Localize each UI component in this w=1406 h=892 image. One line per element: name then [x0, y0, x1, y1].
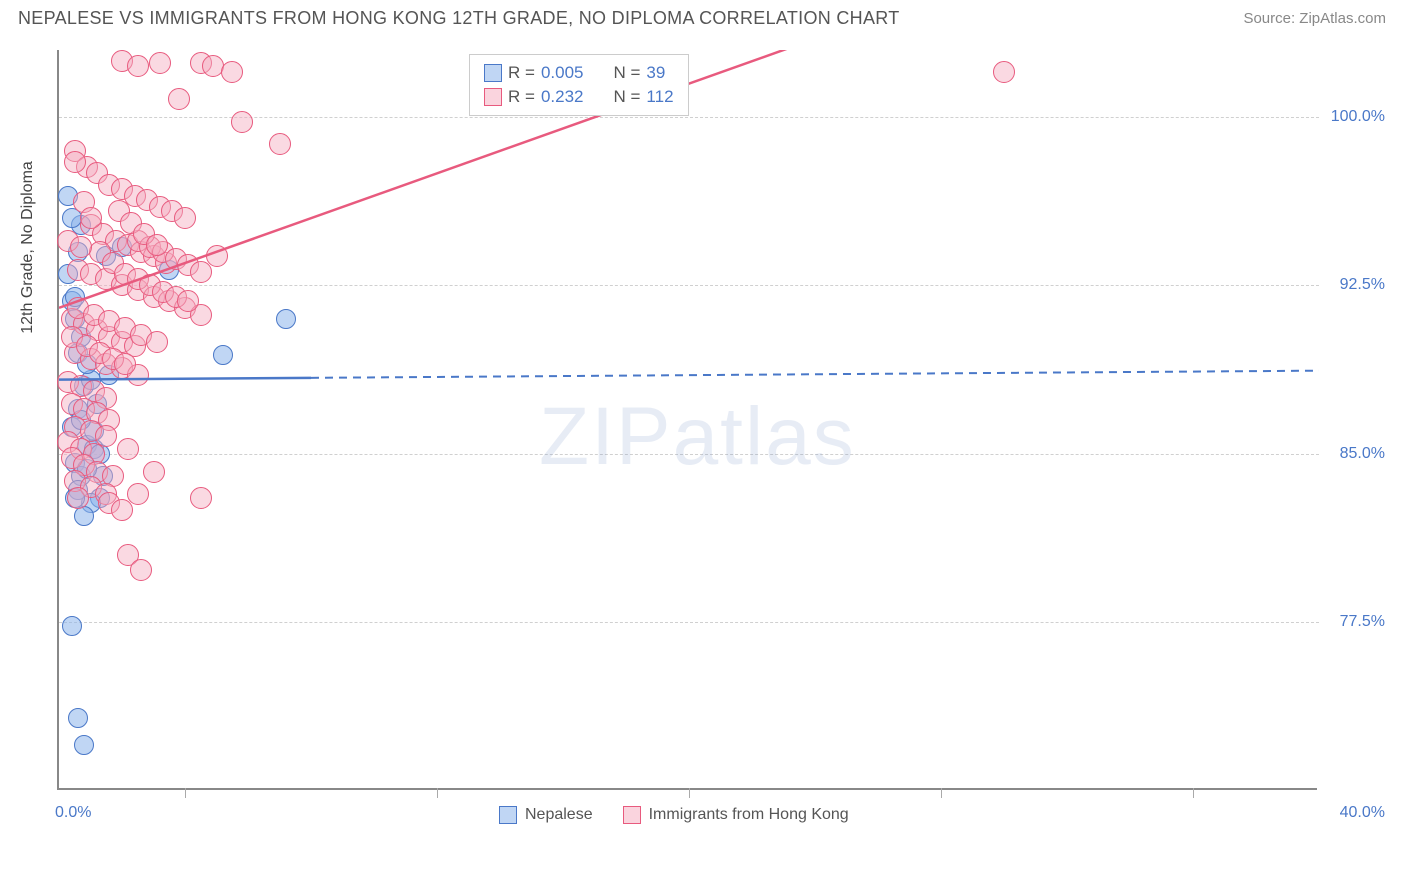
- x-tick: [1193, 788, 1194, 798]
- n-value: 112: [646, 87, 673, 107]
- r-label: R =: [508, 87, 535, 107]
- x-tick: [185, 788, 186, 798]
- data-point-nepalese: [276, 309, 296, 329]
- stats-legend: R = 0.005 N = 39 R = 0.232 N = 112: [469, 54, 689, 116]
- legend-label: Immigrants from Hong Kong: [649, 806, 849, 824]
- source-label: Source: ZipAtlas.com: [1243, 10, 1386, 27]
- legend-item: Immigrants from Hong Kong: [623, 806, 849, 824]
- data-point-hongkong: [70, 236, 92, 258]
- data-point-hongkong: [168, 88, 190, 110]
- y-tick-label: 92.5%: [1340, 276, 1385, 294]
- x-axis-max: 40.0%: [1340, 804, 1385, 822]
- data-point-hongkong: [149, 52, 171, 74]
- x-axis-min: 0.0%: [55, 804, 91, 822]
- data-point-hongkong: [269, 133, 291, 155]
- data-point-hongkong: [174, 207, 196, 229]
- data-point-hongkong: [111, 499, 133, 521]
- y-axis-title: 12th Grade, No Diploma: [19, 161, 37, 334]
- legend-swatch: [484, 88, 502, 106]
- y-tick-label: 100.0%: [1331, 108, 1385, 126]
- r-label: R =: [508, 63, 535, 83]
- data-point-hongkong: [146, 331, 168, 353]
- trend-lines: [59, 50, 1319, 790]
- data-point-hongkong: [993, 61, 1015, 83]
- legend-label: Nepalese: [525, 806, 593, 824]
- stats-row: R = 0.232 N = 112: [484, 85, 674, 109]
- r-value: 0.005: [541, 63, 584, 83]
- legend-item: Nepalese: [499, 806, 593, 824]
- plot-area: ZIPatlas R = 0.005 N = 39 R = 0.232 N = 112…: [57, 50, 1317, 790]
- gridline: [59, 622, 1319, 623]
- data-point-nepalese: [62, 616, 82, 636]
- x-tick: [941, 788, 942, 798]
- data-point-hongkong: [114, 353, 136, 375]
- stats-row: R = 0.005 N = 39: [484, 61, 674, 85]
- data-point-nepalese: [213, 345, 233, 365]
- n-label: N =: [613, 63, 640, 83]
- data-point-hongkong: [67, 487, 89, 509]
- data-point-nepalese: [74, 735, 94, 755]
- data-point-hongkong: [117, 438, 139, 460]
- x-tick: [437, 788, 438, 798]
- data-point-hongkong: [127, 55, 149, 77]
- chart-title: NEPALESE VS IMMIGRANTS FROM HONG KONG 12…: [18, 8, 900, 29]
- chart-header: NEPALESE VS IMMIGRANTS FROM HONG KONG 12…: [0, 0, 1406, 37]
- data-point-hongkong: [177, 290, 199, 312]
- data-point-hongkong: [130, 559, 152, 581]
- data-point-hongkong: [80, 207, 102, 229]
- data-point-hongkong: [221, 61, 243, 83]
- legend-swatch: [623, 806, 641, 824]
- series-legend: Nepalese Immigrants from Hong Kong: [499, 806, 849, 824]
- chart-container: 12th Grade, No Diploma ZIPatlas R = 0.00…: [57, 50, 1387, 830]
- data-point-hongkong: [64, 151, 86, 173]
- legend-swatch: [499, 806, 517, 824]
- y-tick-label: 85.0%: [1340, 445, 1385, 463]
- legend-swatch: [484, 64, 502, 82]
- data-point-hongkong: [143, 461, 165, 483]
- gridline: [59, 454, 1319, 455]
- gridline: [59, 285, 1319, 286]
- y-tick-label: 77.5%: [1340, 613, 1385, 631]
- watermark: ZIPatlas: [539, 390, 856, 484]
- n-label: N =: [613, 87, 640, 107]
- data-point-hongkong: [146, 234, 168, 256]
- r-value: 0.232: [541, 87, 584, 107]
- data-point-hongkong: [190, 487, 212, 509]
- n-value: 39: [646, 63, 665, 83]
- x-tick: [689, 788, 690, 798]
- data-point-nepalese: [68, 708, 88, 728]
- data-point-hongkong: [231, 111, 253, 133]
- data-point-hongkong: [190, 261, 212, 283]
